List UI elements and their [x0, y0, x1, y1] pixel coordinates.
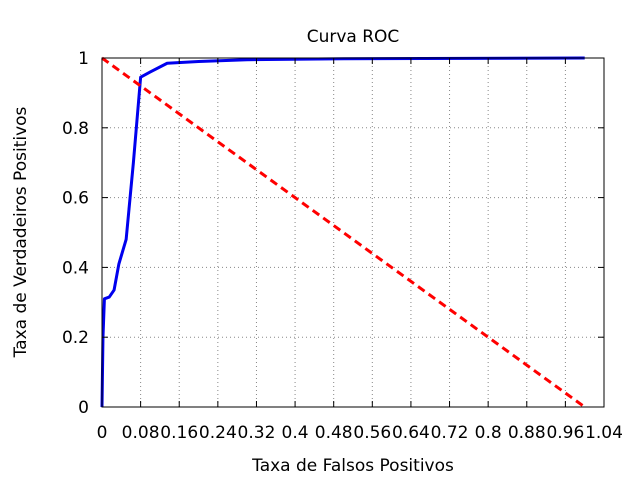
x-tick-label: 0.08 — [122, 423, 160, 443]
x-tick-label: 0 — [97, 423, 108, 443]
y-tick-label: 0.8 — [62, 119, 89, 139]
x-tick-label: 0.48 — [315, 423, 353, 443]
y-tick-label: 0.6 — [62, 189, 89, 209]
x-tick-label: 0.4 — [282, 423, 309, 443]
x-tick-label: 0.64 — [392, 423, 430, 443]
series-layer — [100, 56, 586, 409]
series-line-2 — [101, 56, 586, 409]
grid-lines — [102, 58, 604, 407]
y-tick-label: 0 — [78, 398, 89, 418]
x-tick-label: 0.32 — [238, 423, 276, 443]
x-axis-title: Taxa de Falsos Positivos — [251, 456, 454, 476]
y-axis-title: Taxa de Verdadeiros Positivos — [11, 106, 31, 358]
chart-title: Curva ROC — [307, 27, 400, 47]
y-tick-label: 0.2 — [62, 328, 89, 348]
x-tick-label: 0.72 — [431, 423, 469, 443]
x-tick-label: 0.16 — [160, 423, 198, 443]
y-tick-label: 0.4 — [62, 258, 89, 278]
y-tick-label: 1 — [78, 49, 89, 69]
x-tick-label: 0.24 — [199, 423, 237, 443]
x-tick-label: 0.88 — [508, 423, 546, 443]
axis-ticks: 0 0.08 0.16 0.24 0.32 0.4 0.48 0.56 0.64 0.72 0.8 0… — [62, 49, 623, 443]
x-tick-label: 0.96 — [546, 423, 584, 443]
plot-frame — [101, 57, 605, 408]
x-tick-label: 0.56 — [353, 423, 391, 443]
series-line-1 — [100, 56, 585, 408]
x-tick-label: 1.04 — [585, 423, 623, 443]
x-tick-label: 0.8 — [475, 423, 502, 443]
